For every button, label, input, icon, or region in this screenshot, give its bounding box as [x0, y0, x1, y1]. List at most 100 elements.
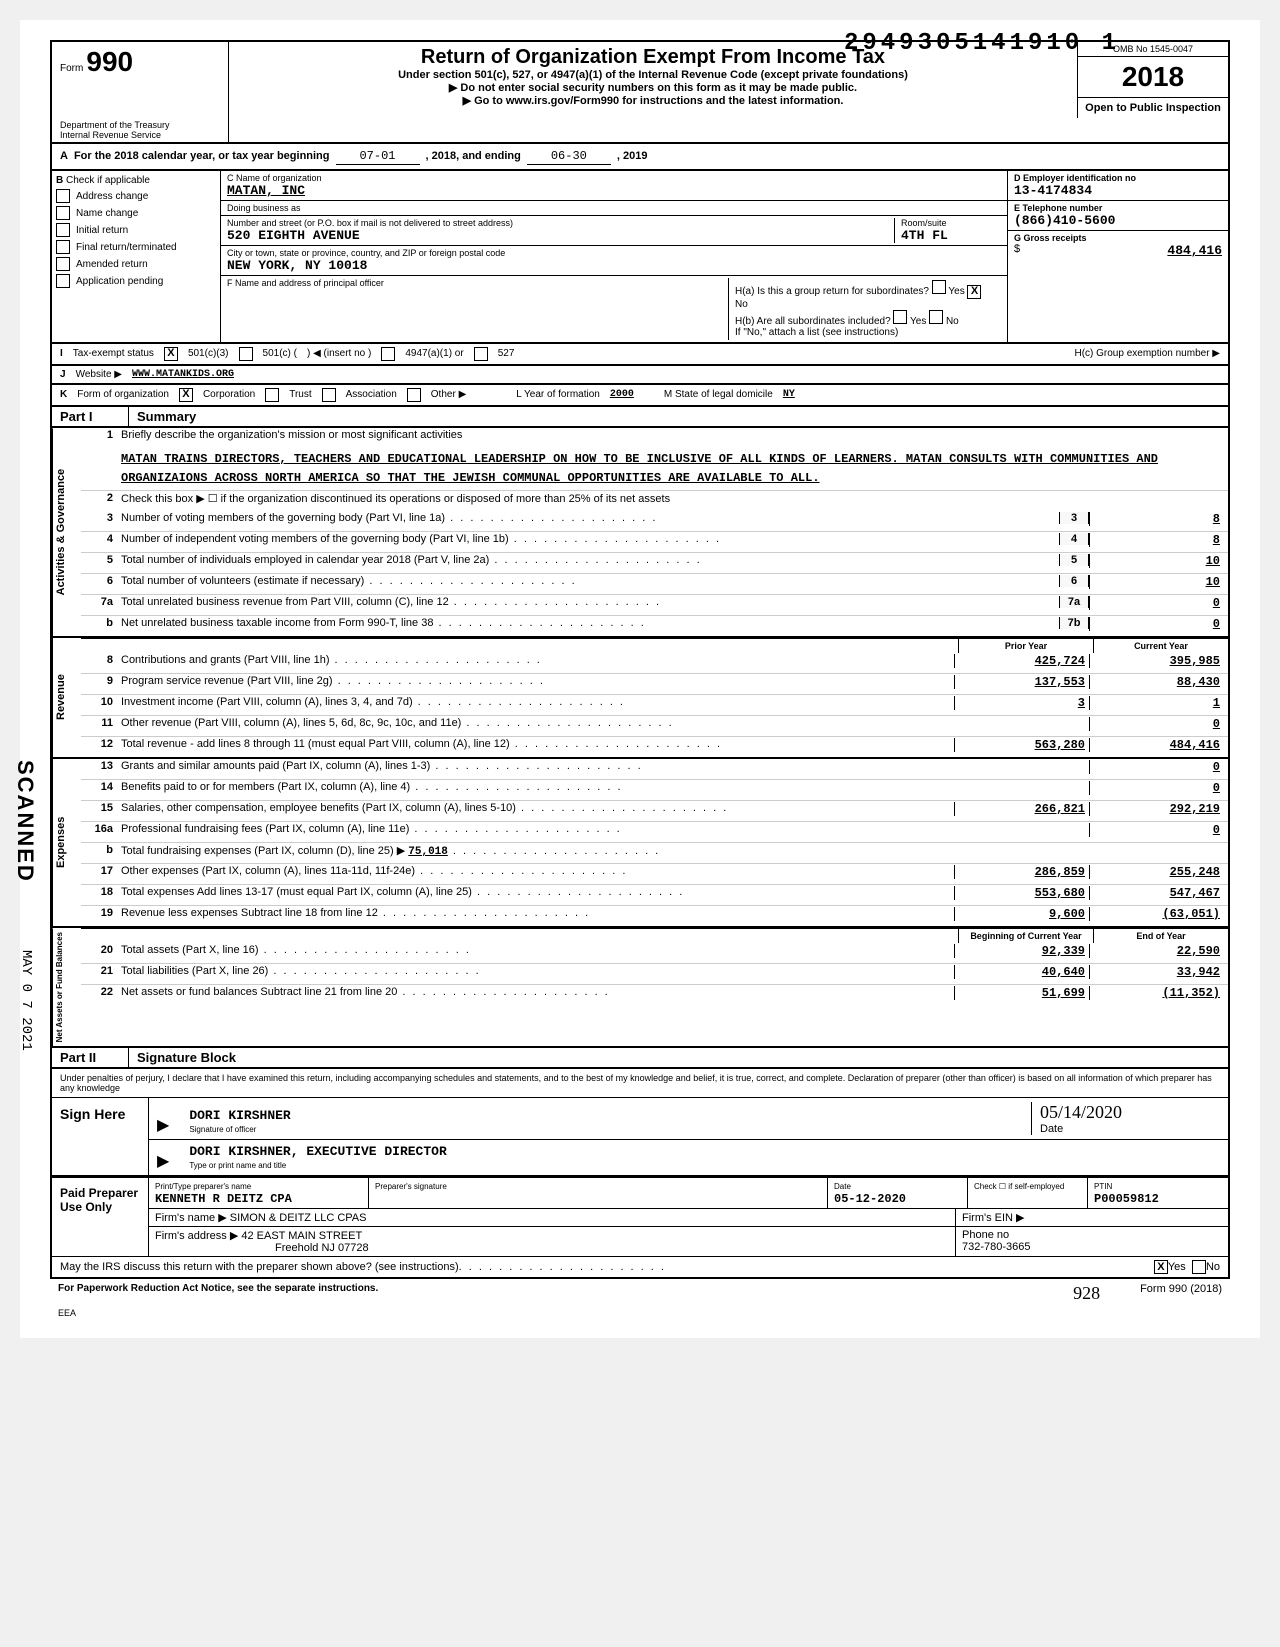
- line1-lbl: Briefly describe the organization's miss…: [121, 429, 1224, 441]
- section-a-text: For the 2018 calendar year, or tax year …: [74, 150, 330, 162]
- officer-name-title: DORI KIRSHNER, EXECUTIVE DIRECTOR: [189, 1144, 446, 1159]
- rev-line-10: 10Investment income (Part VIII, column (…: [81, 694, 1228, 715]
- mission-statement: MATAN TRAINS DIRECTORS, TEACHERS AND EDU…: [81, 448, 1228, 490]
- d-lbl: D Employer identification no: [1014, 173, 1222, 183]
- prep-date-lbl: Date: [834, 1182, 851, 1191]
- netassets-block: Net Assets or Fund Balances Beginning of…: [50, 928, 1230, 1048]
- section-b-label: B: [56, 175, 63, 186]
- chk-527[interactable]: [474, 347, 488, 361]
- hb-yes-chk[interactable]: [893, 310, 907, 324]
- chk-corporation[interactable]: X: [179, 388, 193, 402]
- k-lbl: K: [60, 389, 67, 400]
- line2-text: Check this box ▶ ☐ if the organization d…: [121, 492, 1224, 505]
- discuss-yes: Yes: [1168, 1261, 1186, 1273]
- c-name-lbl: C Name of organization: [227, 173, 1001, 183]
- discuss-no: No: [1206, 1261, 1220, 1273]
- arrow-icon: ▶: [157, 1115, 169, 1135]
- chk-amended-return[interactable]: Amended return: [56, 257, 216, 271]
- part-ii-label: Part II: [52, 1048, 129, 1067]
- na-line-21: 21Total liabilities (Part X, line 26)40,…: [81, 963, 1228, 984]
- form-subtitle: Under section 501(c), 527, or 4947(a)(1)…: [233, 69, 1073, 81]
- exp-line-19: 19Revenue less expenses Subtract line 18…: [81, 905, 1228, 926]
- c-name-val: MATAN, INC: [227, 183, 305, 198]
- open-to-public: Open to Public Inspection: [1078, 97, 1228, 118]
- exp-line-16a: 16aProfessional fundraising fees (Part I…: [81, 821, 1228, 842]
- j-text: Website ▶: [76, 369, 122, 380]
- netassets-vert-label: Net Assets or Fund Balances: [52, 928, 81, 1046]
- k-text: Form of organization: [77, 389, 169, 400]
- gov-line-7a: 7aTotal unrelated business revenue from …: [81, 594, 1228, 615]
- prep-name: KENNETH R DEITZ CPA: [155, 1192, 292, 1206]
- ha-text: H(a) Is this a group return for subordin…: [735, 286, 929, 297]
- discuss-yes-chk[interactable]: X: [1154, 1260, 1168, 1274]
- eea-label: EEA: [50, 1308, 1230, 1318]
- section-i-status: I Tax-exempt status X501(c)(3) 501(c) ()…: [50, 344, 1230, 366]
- paid-preparer-label: Paid Preparer Use Only: [52, 1178, 149, 1256]
- expenses-block: Expenses 13Grants and similar amounts pa…: [50, 759, 1230, 928]
- rev-line-11: 11Other revenue (Part VIII, column (A), …: [81, 715, 1228, 736]
- discuss-no-chk[interactable]: [1192, 1260, 1206, 1274]
- officer-sig-lbl: Signature of officer: [189, 1125, 256, 1134]
- governance-block: Activities & Governance 1Briefly describ…: [50, 428, 1230, 638]
- gov-line-b: bNet unrelated business taxable income f…: [81, 615, 1228, 636]
- state-val: NY: [783, 389, 795, 400]
- i-lbl: I: [60, 348, 63, 359]
- chk-trust[interactable]: [265, 388, 279, 402]
- chk-application-pending[interactable]: Application pending: [56, 274, 216, 288]
- hb-no-chk[interactable]: [929, 310, 943, 324]
- g-lbl: G Gross receipts: [1014, 233, 1222, 243]
- section-b: B Check if applicable Address change Nam…: [52, 171, 221, 342]
- c-room-val: 4TH FL: [901, 228, 948, 243]
- rev-line-9: 9Program service revenue (Part VIII, lin…: [81, 673, 1228, 694]
- form-id-footer: Form 990 (2018): [1140, 1283, 1222, 1304]
- na-line-20: 20Total assets (Part X, line 16)92,33922…: [81, 943, 1228, 963]
- perjury-note: Under penalties of perjury, I declare th…: [52, 1069, 1228, 1098]
- arrow-icon: ▶: [157, 1151, 169, 1171]
- firm-addr2: Freehold NJ 07728: [275, 1242, 369, 1254]
- chk-501c[interactable]: [239, 347, 253, 361]
- na-line-22: 22Net assets or fund balances Subtract l…: [81, 984, 1228, 1005]
- chk-address-change[interactable]: Address change: [56, 189, 216, 203]
- gov-line-3: 3Number of voting members of the governi…: [81, 511, 1228, 531]
- irs-label: Internal Revenue Service: [60, 130, 161, 140]
- chk-initial-return[interactable]: Initial return: [56, 223, 216, 237]
- d-val: 13-4174834: [1014, 183, 1092, 198]
- chk-name-change[interactable]: Name change: [56, 206, 216, 220]
- sig-date-lbl: Date: [1040, 1123, 1063, 1135]
- prep-name-lbl: Print/Type preparer's name: [155, 1182, 251, 1191]
- prep-ptin: P00059812: [1094, 1192, 1159, 1206]
- ty-end-input[interactable]: [527, 148, 611, 165]
- yof-val: 2000: [610, 389, 634, 400]
- part-ii-title: Signature Block: [129, 1048, 1228, 1067]
- dept-box: Department of the Treasury Internal Reve…: [52, 118, 229, 142]
- chk-association[interactable]: [322, 388, 336, 402]
- c-addr-lbl: Number and street (or P.O. box if mail i…: [227, 218, 894, 228]
- document-locator-number: 2949305141910 1: [844, 30, 1120, 57]
- sig-date-val: 05/14/2020: [1040, 1102, 1122, 1122]
- rev-line-12: 12Total revenue - add lines 8 through 11…: [81, 736, 1228, 757]
- prep-ptin-lbl: PTIN: [1094, 1182, 1112, 1191]
- firm-name: SIMON & DEITZ LLC CPAS: [230, 1212, 367, 1224]
- preparer-grid: Print/Type preparer's nameKENNETH R DEIT…: [149, 1178, 1228, 1209]
- sign-here-label: Sign Here: [52, 1098, 149, 1175]
- chk-other[interactable]: [407, 388, 421, 402]
- form-note-1: ▶ Do not enter social security numbers o…: [233, 81, 1073, 94]
- chk-final-return[interactable]: Final return/terminated: [56, 240, 216, 254]
- expenses-vert-label: Expenses: [52, 759, 81, 926]
- j-val: WWW.MATANKIDS.ORG: [132, 369, 234, 380]
- firm-lbl: Firm's name ▶: [155, 1212, 227, 1224]
- chk-4947[interactable]: [381, 347, 395, 361]
- g-val: 484,416: [1167, 243, 1222, 258]
- section-h: H(a) Is this a group return for subordin…: [728, 278, 1001, 340]
- hb-text: H(b) Are all subordinates included?: [735, 316, 891, 327]
- f-lbl: F Name and address of principal officer: [227, 278, 728, 288]
- e-val: (866)410-5600: [1014, 213, 1115, 228]
- ha-no-chk[interactable]: X: [967, 285, 981, 299]
- section-a-label: A: [60, 150, 68, 162]
- block-bcdeg: B Check if applicable Address change Nam…: [50, 171, 1230, 344]
- chk-501c3[interactable]: X: [164, 347, 178, 361]
- exp-line-18: 18Total expenses Add lines 13-17 (must e…: [81, 884, 1228, 905]
- ty-begin-input[interactable]: [336, 148, 420, 165]
- ha-yes-chk[interactable]: [932, 280, 946, 294]
- part-ii-header: Part II Signature Block: [50, 1048, 1230, 1069]
